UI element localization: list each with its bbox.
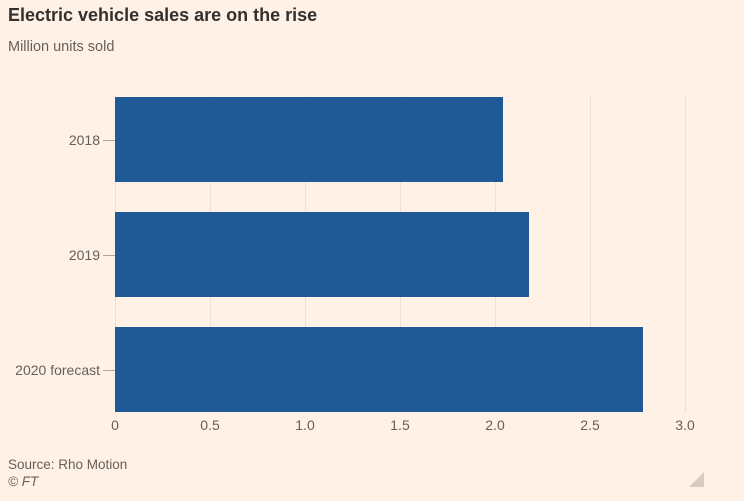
- category-label: 2019: [68, 246, 100, 263]
- resize-handle-icon: [689, 472, 704, 487]
- x-tick-label: 1.5: [390, 417, 410, 433]
- gridline: [590, 96, 591, 413]
- category-labels: 2018 2019 2020 forecast: [0, 96, 115, 413]
- x-tick-label: 2.0: [485, 417, 505, 433]
- category-tick-mark: [103, 254, 115, 256]
- ft-copyright: © FT: [8, 474, 39, 489]
- bar-2018: [115, 97, 503, 182]
- chart-subtitle: Million units sold: [8, 39, 115, 55]
- x-tick-label: 2.5: [580, 417, 600, 433]
- x-tick-label: 0.5: [200, 417, 220, 433]
- category-tick-mark: [103, 139, 115, 141]
- x-tick-label: 3.0: [675, 417, 695, 433]
- category-tick-mark: [103, 369, 115, 371]
- bar-2020-forecast: [115, 327, 644, 412]
- category-label: 2018: [68, 131, 100, 148]
- bar-2019: [115, 212, 530, 297]
- source-note: Source: Rho Motion: [8, 457, 128, 472]
- gridline: [685, 96, 686, 413]
- plot-area: [115, 96, 686, 413]
- x-tick-label: 1.0: [295, 417, 315, 433]
- chart-title: Electric vehicle sales are on the rise: [8, 5, 318, 25]
- x-axis: 0 0.5 1.0 1.5 2.0 2.5 3.0: [111, 417, 695, 437]
- x-tick-label: 0: [111, 417, 119, 433]
- category-label: 2020 forecast: [15, 361, 100, 378]
